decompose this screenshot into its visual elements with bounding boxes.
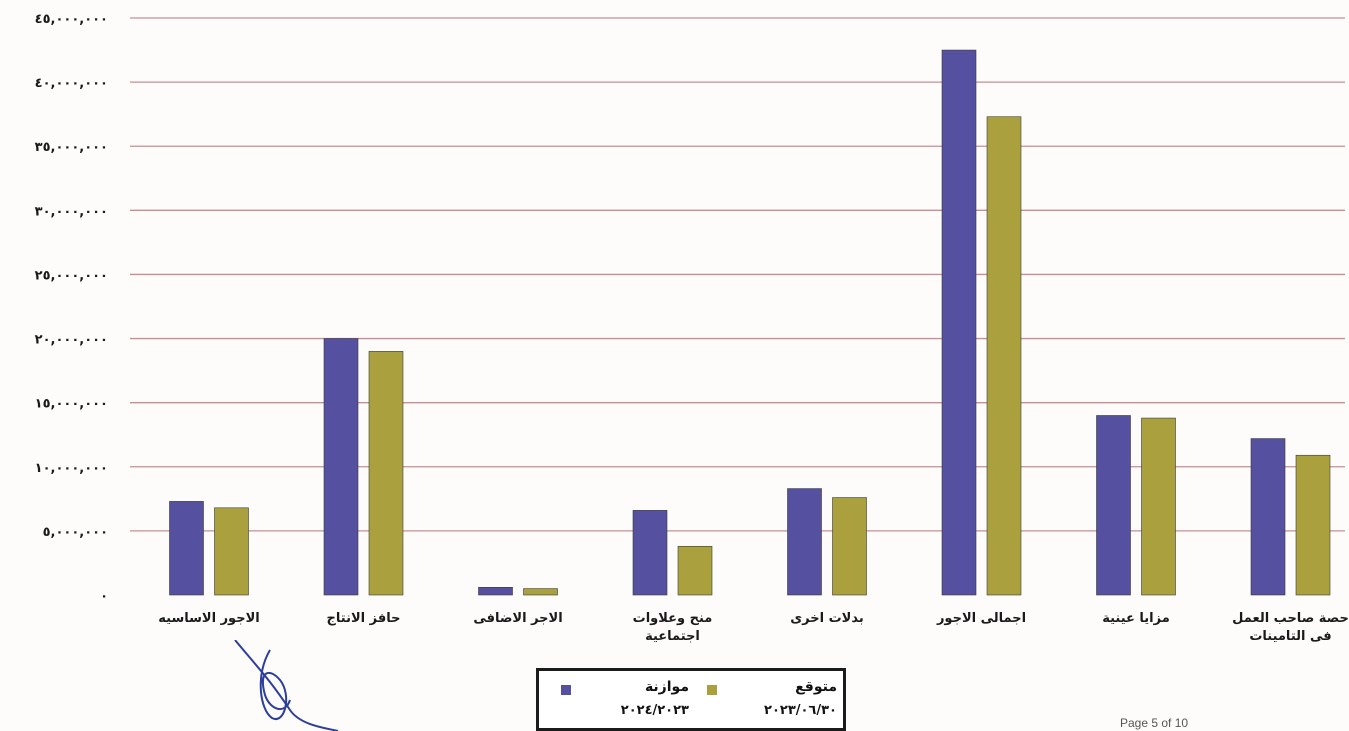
bar-expected bbox=[986, 116, 1022, 596]
bar-expected bbox=[832, 497, 867, 596]
bar-budget bbox=[632, 510, 668, 596]
y-tick-label: ٥,٠٠٠,٠٠٠ bbox=[43, 525, 108, 540]
x-tick-label: الاجور الاساسيه bbox=[158, 611, 259, 626]
bar-budget bbox=[323, 338, 359, 596]
legend-swatch-budget bbox=[561, 685, 571, 695]
legend-period-budget: ٢٠٢٤/٢٠٢٣ bbox=[620, 703, 689, 718]
bar-budget bbox=[1096, 415, 1131, 596]
y-tick-label: ٤٠,٠٠٠,٠٠٠ bbox=[35, 76, 108, 91]
bar-expected bbox=[214, 507, 249, 596]
x-tick-label: اجمالى الاجور bbox=[936, 611, 1026, 626]
handwritten-signature bbox=[234, 640, 339, 731]
legend-item-budget: موازنة ٢٠٢٤/٢٠٢٣ bbox=[547, 679, 697, 727]
y-tick-label: ١٠,٠٠٠,٠٠٠ bbox=[35, 461, 108, 476]
x-tick-label: حافز الانتاج bbox=[327, 611, 401, 626]
bar-budget bbox=[478, 587, 513, 596]
legend: موازنة ٢٠٢٤/٢٠٢٣ متوقع ٢٠٢٣/٠٦/٣٠ bbox=[536, 668, 846, 731]
bar-expected bbox=[677, 545, 713, 596]
y-tick-label: ١٥,٠٠٠,٠٠٠ bbox=[35, 397, 108, 412]
legend-item-expected: متوقع ٢٠٢٣/٠٦/٣٠ bbox=[695, 679, 845, 727]
y-tick-label: ٢٠,٠٠٠,٠٠٠ bbox=[35, 333, 108, 348]
x-tick-label: بدلات اخرى bbox=[790, 611, 864, 626]
legend-label-budget: موازنة bbox=[644, 679, 689, 695]
y-tick-label: ٣٠,٠٠٠,٠٠٠ bbox=[35, 204, 108, 219]
bar-budget bbox=[787, 488, 822, 596]
page-number: Page 5 of 10 bbox=[1120, 716, 1189, 730]
bar-expected bbox=[1295, 454, 1331, 596]
bar-budget bbox=[941, 49, 977, 596]
y-tick-label: ٤٥,٠٠٠,٠٠٠ bbox=[35, 12, 108, 27]
bar-expected bbox=[1141, 417, 1176, 596]
bar-expected bbox=[368, 351, 404, 596]
x-tick-label: الاجر الاضافى bbox=[473, 611, 562, 626]
bar-expected bbox=[523, 588, 558, 596]
y-tick-label: ٣٥,٠٠٠,٠٠٠ bbox=[35, 140, 108, 155]
y-tick-label: ٠ bbox=[100, 589, 108, 604]
legend-period-expected: ٢٠٢٣/٠٦/٣٠ bbox=[764, 703, 837, 718]
legend-swatch-expected bbox=[707, 685, 717, 695]
x-tick-label: مزايا عينية bbox=[1102, 611, 1170, 626]
bar-budget bbox=[1250, 438, 1286, 596]
bar-budget bbox=[169, 501, 204, 596]
x-tick-label: منح وعلاوات اجتماعية bbox=[633, 611, 713, 644]
y-tick-label: ٢٥,٠٠٠,٠٠٠ bbox=[35, 268, 108, 283]
bar-chart: ٠ ٥,٠٠٠,٠٠٠ ١٠,٠٠٠,٠٠٠ ١٥,٠٠٠,٠٠٠ ٢٠,٠٠٠,٠٠٠… bbox=[35, 12, 1349, 644]
x-tick-label: حصة صاحب العمل فى التامينات bbox=[1232, 611, 1349, 644]
legend-label-expected: متوقع bbox=[795, 679, 837, 695]
